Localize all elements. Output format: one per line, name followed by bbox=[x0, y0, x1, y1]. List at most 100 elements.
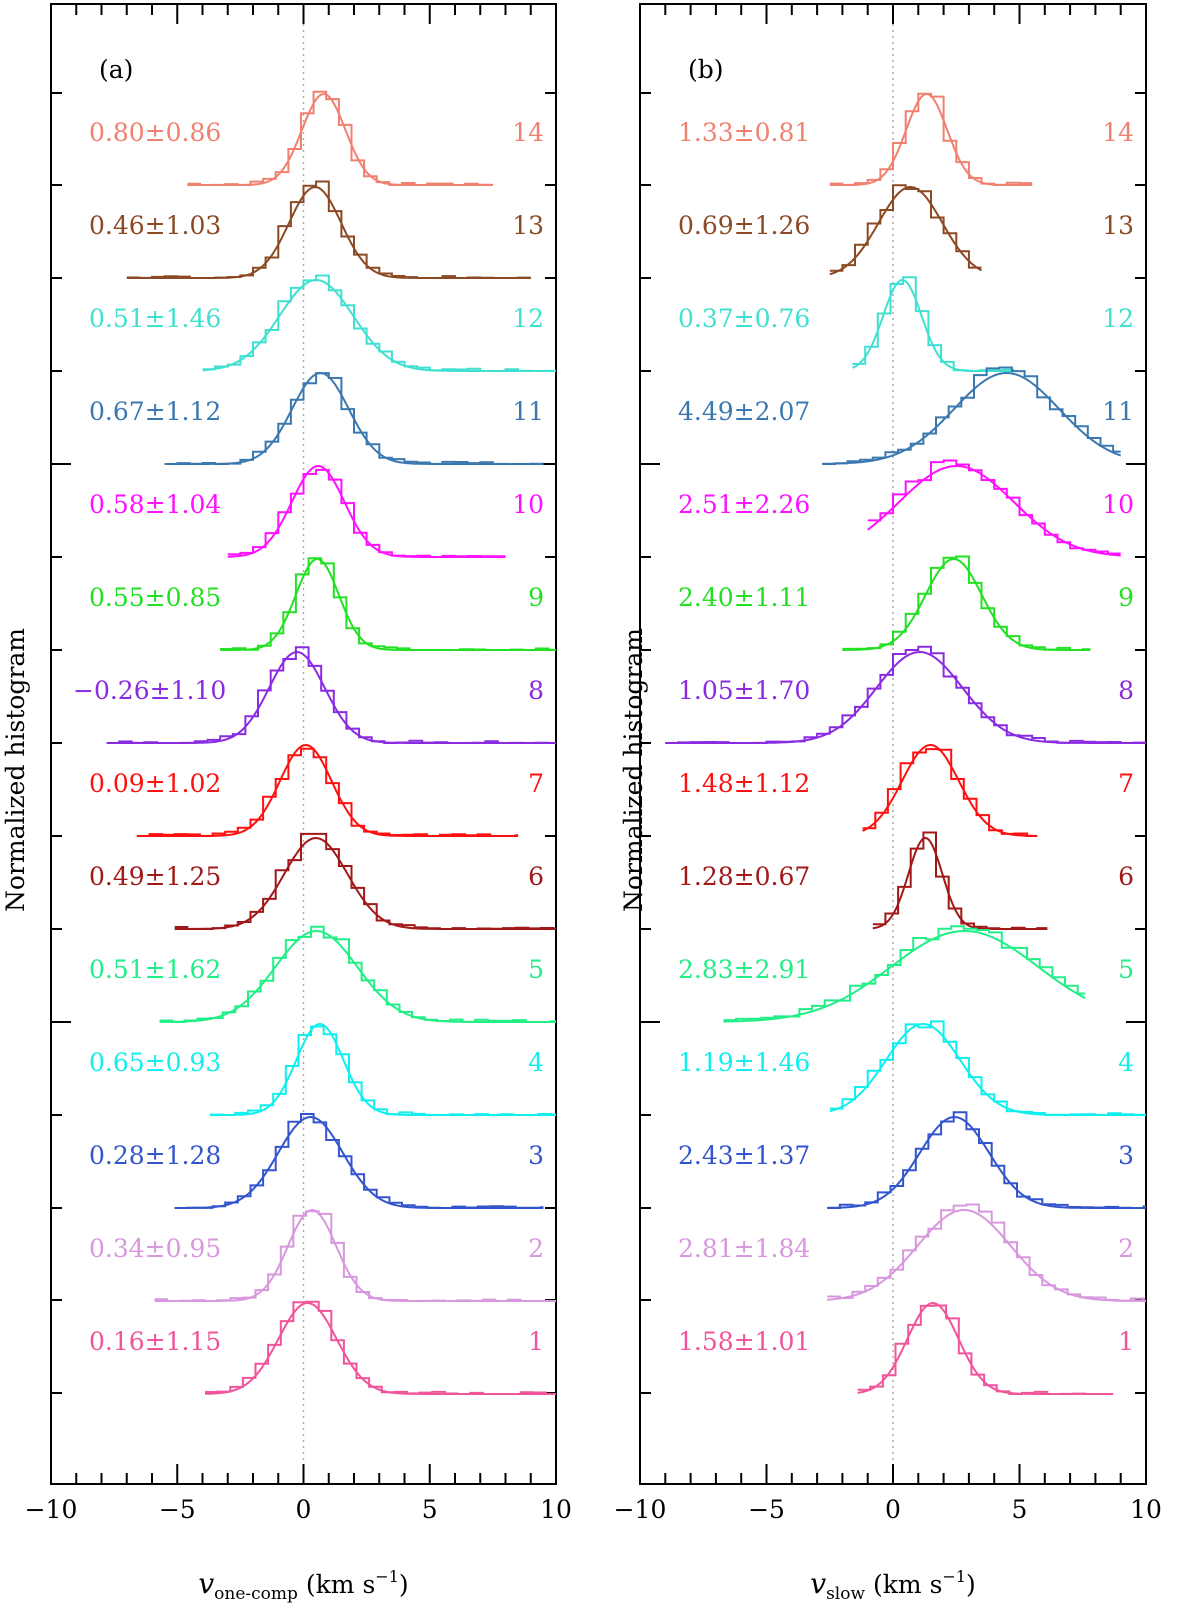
series-8: −0.26±1.10 8 bbox=[73, 646, 556, 744]
series-number-2: 2 bbox=[528, 1234, 544, 1263]
x-tick-label: 0 bbox=[296, 1495, 312, 1524]
stat-label-10: 2.51±2.26 bbox=[678, 490, 810, 519]
histogram-9 bbox=[220, 557, 556, 651]
series-7: 1.48±1.12 7 bbox=[678, 744, 1134, 837]
fit-curve-12 bbox=[202, 279, 556, 372]
histogram-14 bbox=[829, 92, 1033, 186]
histogram-3 bbox=[827, 1111, 1146, 1209]
series-number-11: 11 bbox=[512, 397, 544, 426]
stat-label-2: 0.34±0.95 bbox=[89, 1234, 221, 1263]
fit-curve-9 bbox=[842, 557, 1091, 651]
series-5: 0.51±1.62 5 bbox=[89, 925, 556, 1023]
fit-curve-5 bbox=[723, 930, 1086, 1023]
series-7: 0.09±1.02 7 bbox=[89, 743, 544, 837]
stat-label-6: 1.28±0.67 bbox=[678, 862, 810, 891]
series-1: 0.16±1.15 1 bbox=[89, 1300, 556, 1395]
series-number-6: 6 bbox=[528, 862, 544, 891]
stat-label-7: 1.48±1.12 bbox=[678, 769, 810, 798]
series-12: 0.37±0.76 12 bbox=[678, 276, 1134, 372]
x-tick-label: 5 bbox=[422, 1495, 438, 1524]
series-3: 0.28±1.28 3 bbox=[89, 1113, 544, 1209]
series-10: 2.51±2.26 10 bbox=[678, 459, 1134, 557]
series-number-4: 4 bbox=[1118, 1048, 1134, 1077]
series-14: 1.33±0.81 14 bbox=[678, 92, 1134, 186]
series-10: 0.58±1.04 10 bbox=[89, 464, 544, 558]
histogram-6 bbox=[174, 832, 556, 930]
fit-curve-3 bbox=[174, 1115, 544, 1209]
histogram-11 bbox=[822, 366, 1121, 465]
series-number-1: 1 bbox=[1118, 1327, 1134, 1356]
histogram-12 bbox=[202, 274, 556, 372]
series-11: 4.49±2.07 11 bbox=[678, 366, 1134, 465]
series-number-9: 9 bbox=[1118, 583, 1134, 612]
series-5: 2.83±2.91 5 bbox=[678, 925, 1134, 1023]
fit-curve-12 bbox=[852, 278, 1015, 372]
stat-label-6: 0.49±1.25 bbox=[89, 862, 221, 891]
histogram-4 bbox=[210, 1025, 556, 1116]
stat-label-11: 0.67±1.12 bbox=[89, 397, 221, 426]
histogram-11 bbox=[164, 372, 544, 465]
fit-curve-14 bbox=[829, 92, 1033, 186]
histogram-3 bbox=[174, 1113, 544, 1209]
x-tick-label: 10 bbox=[1130, 1495, 1162, 1524]
x-axis-label: vslow (km s−1) bbox=[810, 1567, 976, 1604]
series-number-10: 10 bbox=[512, 490, 544, 519]
histogram-2 bbox=[827, 1203, 1146, 1302]
panel-label: (a) bbox=[99, 55, 133, 84]
stat-label-8: −0.26±1.10 bbox=[73, 676, 226, 705]
series-number-7: 7 bbox=[528, 769, 544, 798]
histogram-8 bbox=[106, 646, 556, 744]
panel-a: −10 −5 0 5 10 (a) vone-comp (km s−1) 0.80±0.86 14… bbox=[25, 3, 572, 1604]
series-number-14: 14 bbox=[512, 118, 544, 147]
stat-label-13: 0.69±1.26 bbox=[678, 211, 810, 240]
stat-label-3: 0.28±1.28 bbox=[89, 1141, 221, 1170]
series-number-11: 11 bbox=[1102, 397, 1134, 426]
histogram-1 bbox=[857, 1304, 1114, 1395]
histogram-10 bbox=[227, 468, 506, 558]
stat-label-14: 0.80±0.86 bbox=[89, 118, 221, 147]
histogram-5 bbox=[723, 925, 1086, 1022]
series-9: 0.55±0.85 9 bbox=[89, 557, 556, 651]
series-4: 1.19±1.46 4 bbox=[678, 1020, 1146, 1116]
series-13: 0.46±1.03 13 bbox=[89, 180, 544, 279]
series-number-12: 12 bbox=[1102, 304, 1134, 333]
series-number-13: 13 bbox=[512, 211, 544, 240]
series-number-8: 8 bbox=[528, 676, 544, 705]
histogram-8 bbox=[665, 645, 1146, 744]
series-1: 1.58±1.01 1 bbox=[678, 1301, 1134, 1395]
histogram-12 bbox=[852, 276, 1015, 372]
series-number-5: 5 bbox=[1118, 955, 1134, 984]
y-axis-label-b: Normalized histogram bbox=[619, 628, 648, 912]
stat-label-9: 0.55±0.85 bbox=[89, 583, 221, 612]
stat-label-5: 2.83±2.91 bbox=[678, 955, 810, 984]
series-number-3: 3 bbox=[528, 1141, 544, 1170]
stat-label-4: 1.19±1.46 bbox=[678, 1048, 810, 1077]
series-number-10: 10 bbox=[1102, 490, 1134, 519]
histogram-9 bbox=[842, 555, 1091, 651]
series-number-2: 2 bbox=[1118, 1234, 1134, 1263]
histogram-7 bbox=[862, 748, 1038, 837]
fit-curve-14 bbox=[187, 93, 493, 186]
series-6: 1.28±0.67 6 bbox=[678, 831, 1134, 930]
series-number-5: 5 bbox=[528, 955, 544, 984]
series-4: 0.65±0.93 4 bbox=[89, 1022, 556, 1116]
histogram-10 bbox=[867, 459, 1121, 555]
panel-label: (b) bbox=[688, 55, 724, 84]
histogram-7 bbox=[136, 747, 519, 837]
fit-curve-3 bbox=[827, 1115, 1146, 1209]
x-axis-label: vone-comp (km s−1) bbox=[198, 1567, 408, 1604]
series-number-14: 14 bbox=[1102, 118, 1134, 147]
fit-curve-6 bbox=[174, 836, 556, 930]
fit-curve-6 bbox=[872, 836, 1048, 930]
series-2: 2.81±1.84 2 bbox=[678, 1203, 1147, 1302]
stat-label-8: 1.05±1.70 bbox=[678, 676, 810, 705]
series-14: 0.80±0.86 14 bbox=[89, 90, 544, 186]
x-tick-label: −5 bbox=[159, 1495, 196, 1524]
x-tick-label: 0 bbox=[885, 1495, 901, 1524]
histogram-13 bbox=[829, 184, 982, 272]
x-tick-label: −10 bbox=[25, 1495, 78, 1524]
series-6: 0.49±1.25 6 bbox=[89, 832, 556, 930]
stat-label-12: 0.51±1.46 bbox=[89, 304, 221, 333]
series-11: 0.67±1.12 11 bbox=[89, 371, 544, 465]
stat-label-9: 2.40±1.11 bbox=[678, 583, 810, 612]
